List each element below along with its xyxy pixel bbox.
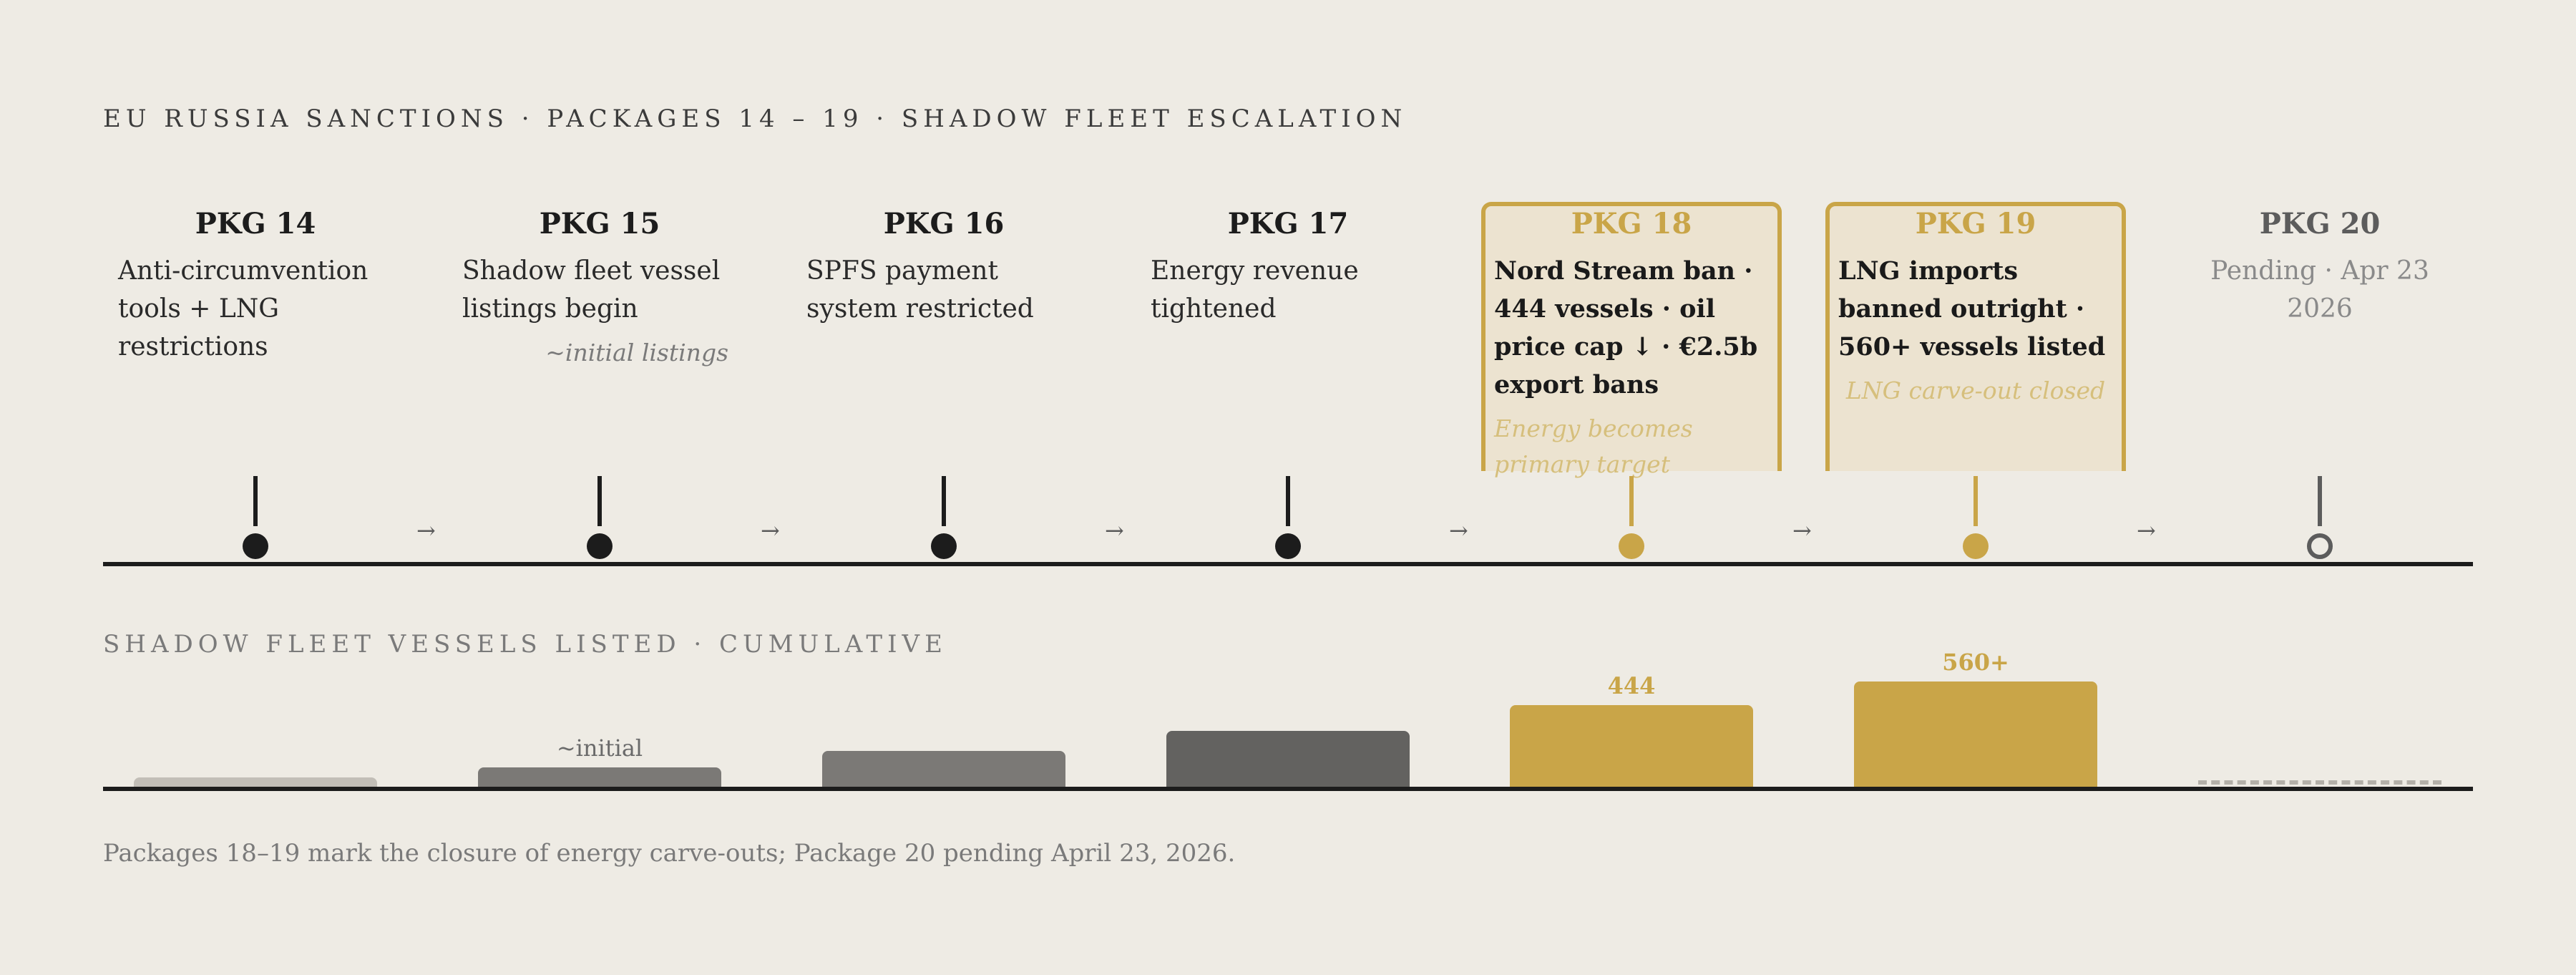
chart-title: SHADOW FLEET VESSELS LISTED · CUMULATIVE (103, 630, 947, 659)
footnote: Packages 18–19 mark the closure of energ… (103, 839, 1236, 868)
package-name: PKG 19 (1915, 207, 2036, 241)
package-name: PKG 20 (2259, 207, 2381, 241)
chart-bars: ~initial 444 560+ (134, 649, 2441, 787)
arrow-icon: → (416, 517, 436, 544)
arrow-icon: → (1105, 517, 1124, 544)
package-pkg-20: PKG 20 Pending · Apr 23 2026 (2170, 193, 2470, 328)
package-description: Energy revenue tightened (1151, 256, 1359, 324)
package-name: PKG 17 (1227, 207, 1349, 241)
package-description: Shadow fleet vessel listings begin (462, 256, 721, 324)
timeline-axis (103, 562, 2473, 566)
timeline-dot (1275, 533, 1301, 559)
package-pkg-17: PKG 17 Energy revenue tightened (1138, 193, 1438, 328)
timeline-dot (587, 533, 613, 559)
package-description: LNG imports banned outright · 560+ vesse… (1838, 256, 2106, 362)
timeline-stem (597, 476, 602, 526)
package-note: Energy becomes primary target (1494, 414, 1693, 478)
bar-value-label: 560+ (1942, 649, 2009, 676)
package-name: PKG 14 (195, 207, 316, 241)
bar (478, 767, 721, 787)
package-description: Nord Stream ban · 444 vessels · oil pric… (1494, 256, 1758, 399)
package-pkg-15: PKG 15 Shadow fleet vessel listings begi… (449, 193, 750, 371)
timeline-dot (243, 533, 268, 559)
bar (1854, 681, 2097, 787)
package-description: Anti-circumvention tools + LNG restricti… (118, 256, 369, 362)
bar (1166, 731, 1410, 787)
page-title: EU RUSSIA SANCTIONS · PACKAGES 14 – 19 ·… (103, 105, 1407, 133)
highlight-card (1481, 202, 1782, 471)
bar (134, 777, 377, 787)
timeline-dot (1619, 533, 1644, 559)
package-note: ~initial listings (545, 339, 728, 367)
timeline-stem (1974, 476, 1978, 526)
highlight-card (1825, 202, 2126, 471)
package-name: PKG 16 (883, 207, 1005, 241)
bar (822, 751, 1065, 787)
package-pkg-16: PKG 16 SPFS payment system restricted (794, 193, 1094, 328)
timeline-dot-pending (2307, 533, 2333, 559)
bar-value-label: ~initial (556, 734, 643, 762)
package-pkg-19: PKG 19 LNG imports banned outright · 560… (1825, 193, 2126, 471)
bar (1510, 705, 1753, 787)
chart-axis (103, 787, 2473, 791)
timeline-stem (2318, 476, 2322, 526)
timeline-stem (942, 476, 946, 526)
bar-pending (2198, 780, 2441, 785)
timeline-stem (1629, 476, 1634, 526)
arrow-icon: → (1792, 517, 1812, 544)
arrow-icon: → (761, 517, 780, 544)
package-name: PKG 15 (539, 207, 660, 241)
arrow-icon: → (2137, 517, 2156, 544)
package-pkg-14: PKG 14 Anti-circumvention tools + LNG re… (105, 193, 406, 366)
timeline-stem (253, 476, 258, 526)
package-description: SPFS payment system restricted (806, 256, 1034, 324)
package-name: PKG 18 (1571, 207, 1692, 241)
timeline-dot (1963, 533, 1989, 559)
bar-value-label: 444 (1607, 672, 1656, 699)
package-description: Pending · Apr 23 2026 (2210, 256, 2429, 324)
timeline-dot (931, 533, 957, 559)
package-note: LNG carve-out closed (1845, 377, 2106, 404)
timeline-stem (1286, 476, 1290, 526)
arrow-icon: → (1449, 517, 1468, 544)
package-pkg-18: PKG 18 Nord Stream ban · 444 vessels · o… (1481, 193, 1782, 482)
